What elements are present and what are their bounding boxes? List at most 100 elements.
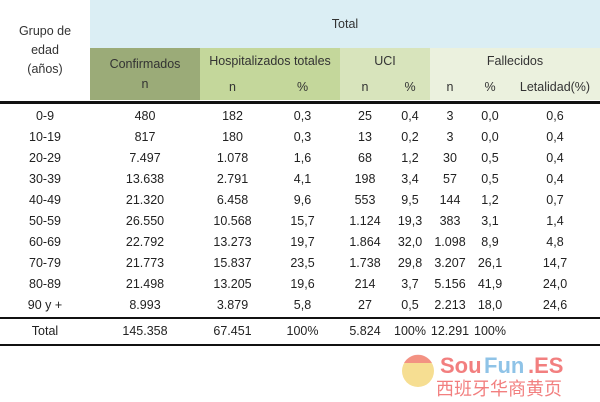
table-cell: 7.497 bbox=[129, 151, 161, 165]
subheader-cell: n bbox=[200, 74, 265, 100]
table-cell: 2.791 bbox=[216, 172, 249, 186]
table-cell: 5.824 bbox=[349, 324, 381, 338]
table-cell: 1.098 bbox=[434, 235, 466, 249]
table-cell: 3 bbox=[446, 130, 454, 144]
soufun-watermark-logo: Sou Fun .ES 西班牙华商黄页 bbox=[400, 349, 600, 402]
table-cell: 0,5 bbox=[481, 172, 499, 186]
table-cell: 26.550 bbox=[125, 214, 165, 228]
table-cell: 0,7 bbox=[546, 193, 564, 207]
table-cell: 20-29 bbox=[29, 151, 61, 165]
subheader-cell: % bbox=[265, 74, 340, 100]
table-cell: 10-19 bbox=[29, 130, 61, 144]
table-cell: 41,9 bbox=[477, 277, 503, 291]
label: n bbox=[141, 77, 149, 91]
total-divider bbox=[0, 317, 600, 319]
table-cell: 15.837 bbox=[213, 256, 252, 270]
subheader-cell: Letalidad(%) bbox=[510, 74, 600, 100]
table-cell: 1,2 bbox=[401, 151, 419, 165]
table-cell: 145.358 bbox=[122, 324, 168, 338]
table-row: 30-39 13.638 2.791 4,1 198 3,4 57 0,5 0,4 bbox=[0, 169, 600, 190]
table-cell: 9,6 bbox=[293, 193, 312, 207]
table-cell: 19,6 bbox=[290, 277, 315, 291]
table-cell: 214 bbox=[354, 277, 376, 291]
table-cell: 70-79 bbox=[29, 256, 61, 270]
table-cell: 5.156 bbox=[434, 277, 466, 291]
table-cell: 0-9 bbox=[35, 109, 55, 123]
table-cell: 14,7 bbox=[542, 256, 568, 270]
table-cell: 0,6 bbox=[546, 109, 564, 123]
table-cell: 13.273 bbox=[213, 235, 252, 249]
table-cell: 3,7 bbox=[401, 277, 419, 291]
table-cell: 6.458 bbox=[216, 193, 249, 207]
table-cell: 21.498 bbox=[125, 277, 165, 291]
table-cell: 182 bbox=[222, 109, 243, 123]
table-cell: 13.205 bbox=[213, 277, 252, 291]
table-cell: Total bbox=[31, 324, 59, 338]
table-cell: 19,3 bbox=[397, 214, 423, 228]
table-cell: 553 bbox=[354, 193, 376, 207]
table-cell: 57 bbox=[443, 172, 457, 186]
table-cell: 817 bbox=[134, 130, 156, 144]
table-cell: 1.124 bbox=[349, 214, 381, 228]
table-cell: 27 bbox=[358, 298, 372, 312]
table-cell: 22.792 bbox=[125, 235, 165, 249]
table-cell: 0,4 bbox=[546, 130, 564, 144]
table-cell: 8,9 bbox=[481, 235, 499, 249]
table-cell: 15,7 bbox=[290, 214, 315, 228]
table-cell: 19,7 bbox=[290, 235, 315, 249]
subheader-cell: n bbox=[430, 74, 470, 100]
svg-text:.ES: .ES bbox=[528, 353, 563, 378]
table-cell: 29,8 bbox=[397, 256, 423, 270]
table-cell: 24,6 bbox=[542, 298, 568, 312]
header-line: Grupo de bbox=[18, 23, 72, 38]
table-cell: 21.773 bbox=[125, 256, 165, 270]
table-cell: 30 bbox=[443, 151, 457, 165]
table-cell: 60-69 bbox=[29, 235, 61, 249]
table-cell: 0,5 bbox=[481, 151, 499, 165]
table-row: 70-79 21.773 15.837 23,5 1.738 29,8 3.207 26,1 1… bbox=[0, 253, 600, 274]
table-cell: 1.078 bbox=[216, 151, 249, 165]
table-cell: 23,5 bbox=[290, 256, 315, 270]
table-row: 60-69 22.792 13.273 19,7 1.864 32,0 1.098 8,9 4,… bbox=[0, 232, 600, 253]
table-cell: 1,2 bbox=[481, 193, 499, 207]
table-cell: 13.638 bbox=[125, 172, 165, 186]
table-row: 20-29 7.497 1.078 1,6 68 1,2 30 0,5 0,4 bbox=[0, 148, 600, 169]
total-row: Total 145.358 67.451 100% 5.824 100% 12.291 100… bbox=[0, 321, 600, 342]
age-group-header: Grupo de edad (años) bbox=[0, 0, 90, 100]
header-line: edad bbox=[31, 42, 59, 57]
table-cell: 0,4 bbox=[546, 151, 564, 165]
subheader-cell: % bbox=[470, 74, 510, 100]
table-cell: 1,4 bbox=[546, 214, 564, 228]
table-cell: 5,8 bbox=[293, 298, 312, 312]
table-cell: 180 bbox=[222, 130, 243, 144]
confirmados-header: Confirmados n bbox=[90, 48, 200, 100]
table-cell: 13 bbox=[358, 130, 372, 144]
table-row: 50-59 26.550 10.568 15,7 1.124 19,3 383 3,1 1,4 bbox=[0, 211, 600, 232]
table-cell: 480 bbox=[134, 109, 156, 123]
label: Confirmados bbox=[109, 57, 181, 71]
table-cell: 0,5 bbox=[401, 298, 419, 312]
table-cell: 10.568 bbox=[213, 214, 252, 228]
bottom-border bbox=[0, 344, 600, 346]
table-cell: 0,0 bbox=[481, 130, 499, 144]
table-row: 90 y + 8.993 3.879 5,8 27 0,5 2.213 18,0 24,6 bbox=[0, 295, 600, 316]
table-cell: 24,0 bbox=[542, 277, 568, 291]
header-divider bbox=[0, 101, 600, 104]
subheader-cell: % bbox=[390, 74, 430, 100]
table-cell: 0,2 bbox=[401, 130, 419, 144]
table-cell: 144 bbox=[439, 193, 461, 207]
table-cell: 0,3 bbox=[293, 130, 312, 144]
table-cell: 3.879 bbox=[216, 298, 249, 312]
table-cell: 40-49 bbox=[29, 193, 61, 207]
table-cell: 21.320 bbox=[125, 193, 165, 207]
table-cell: 4,8 bbox=[546, 235, 564, 249]
subheader-cell: n bbox=[340, 74, 390, 100]
table-cell: 100% bbox=[474, 324, 506, 338]
table-row: 40-49 21.320 6.458 9,6 553 9,5 144 1,2 0,7 bbox=[0, 190, 600, 211]
table-cell: 26,1 bbox=[477, 256, 503, 270]
table-cell: 0,4 bbox=[401, 109, 419, 123]
table-cell: 100% bbox=[286, 324, 319, 338]
table-cell: 32,0 bbox=[397, 235, 423, 249]
table-row: 0-9 480 182 0,3 25 0,4 3 0,0 0,6 bbox=[0, 106, 600, 127]
table-cell: 4,1 bbox=[293, 172, 312, 186]
